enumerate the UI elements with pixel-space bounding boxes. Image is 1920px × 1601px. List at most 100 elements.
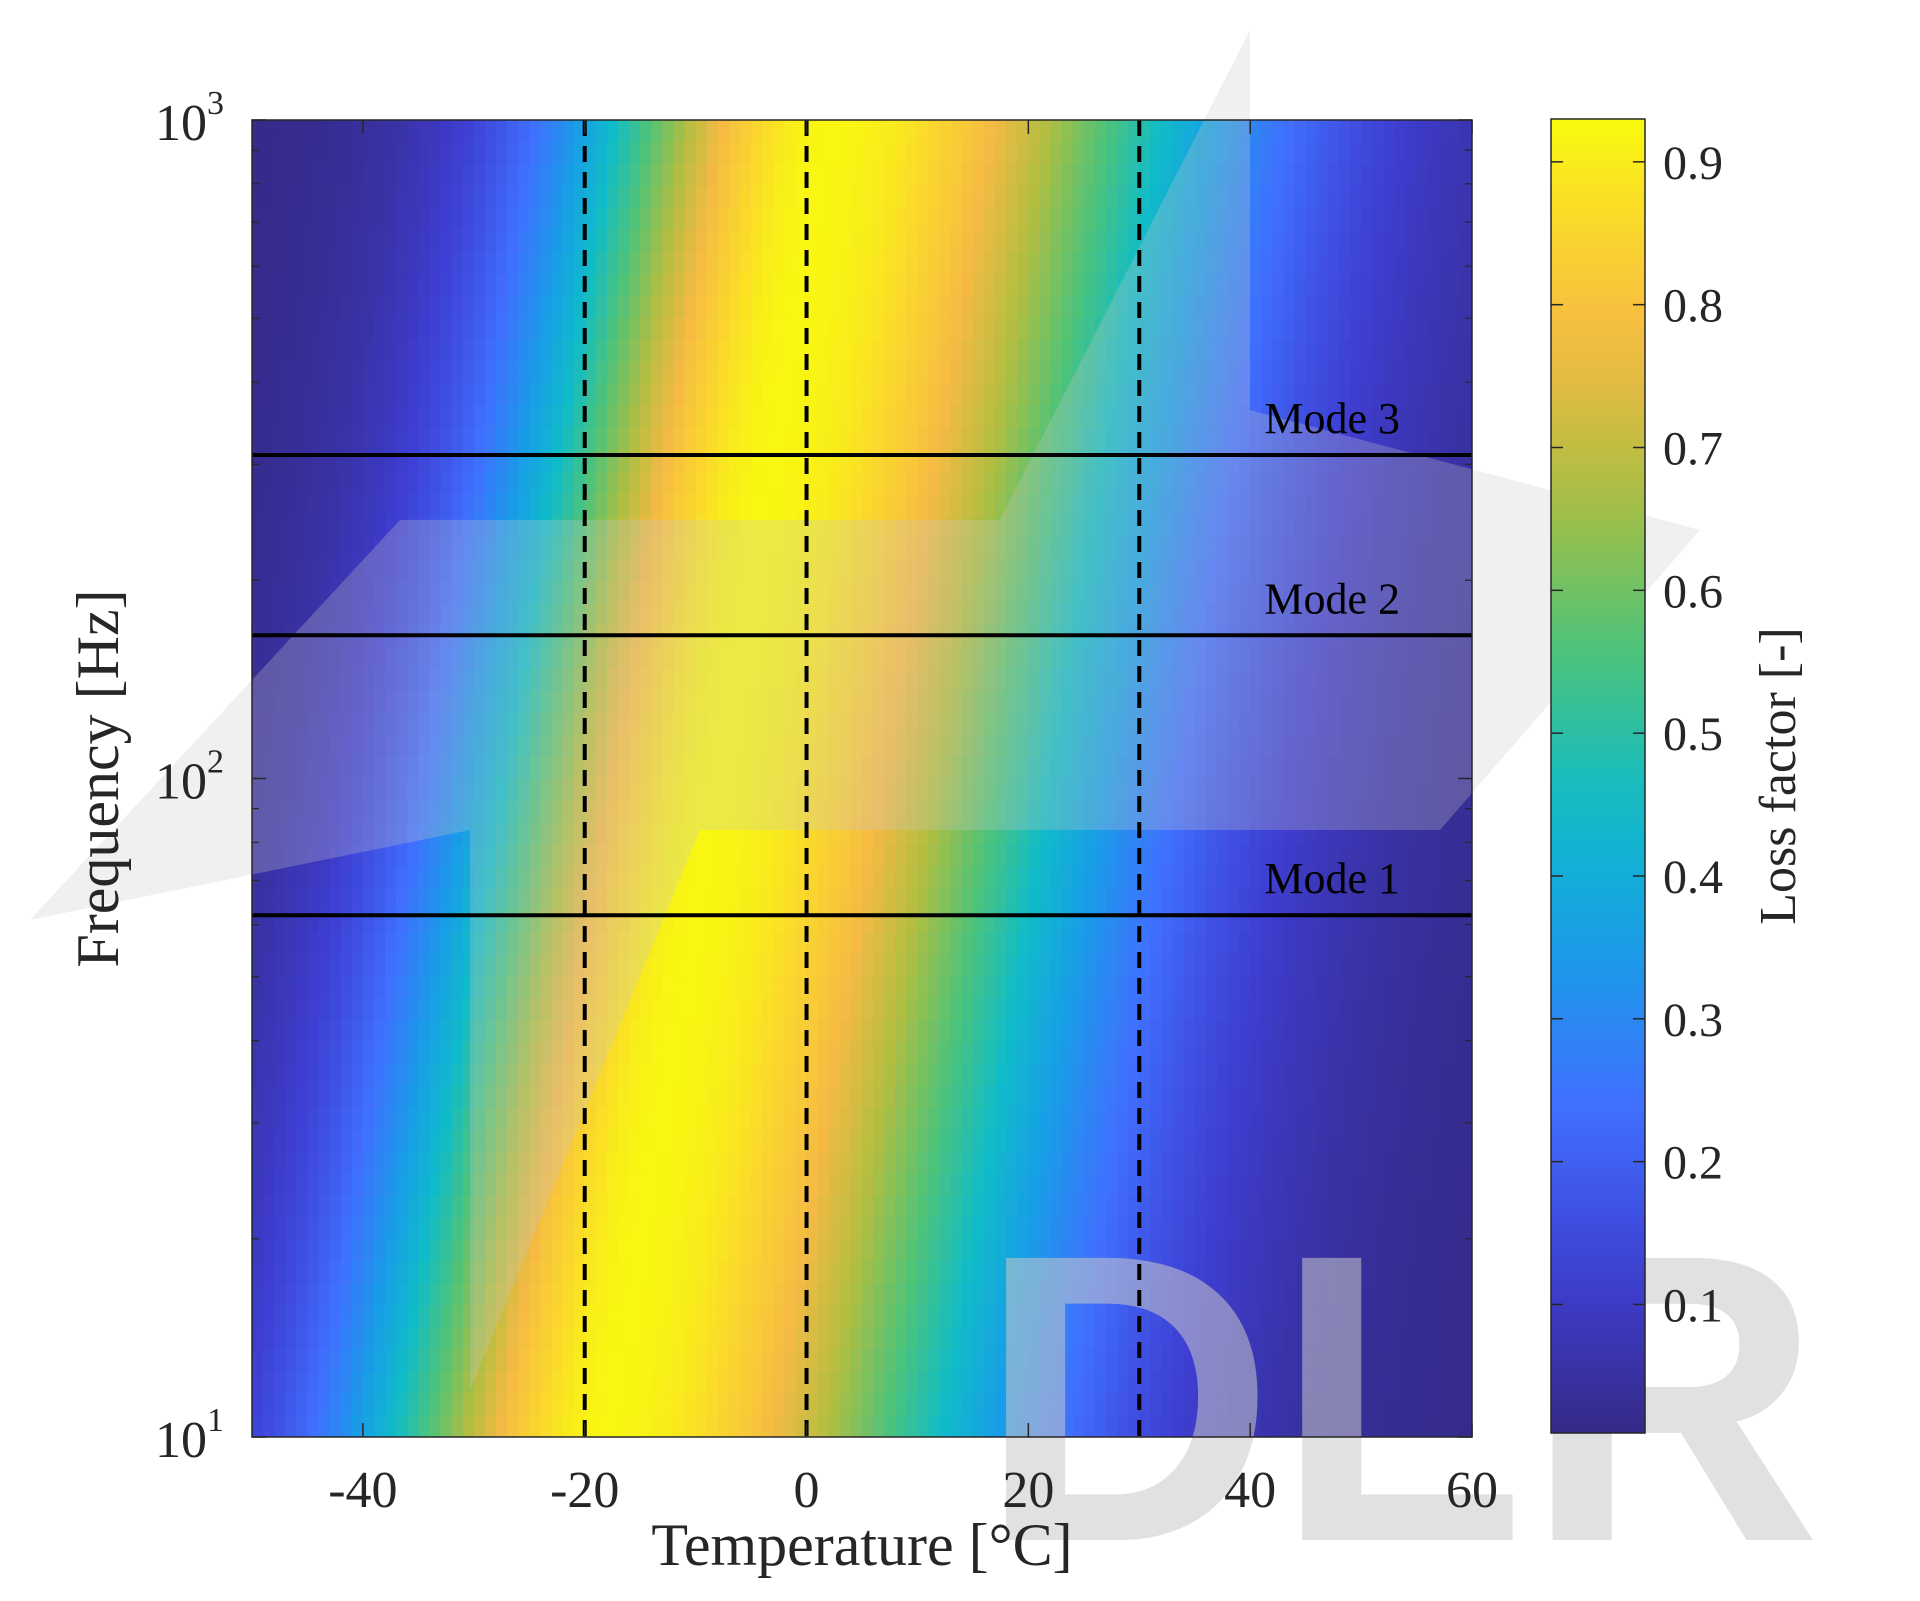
heatmap-cell bbox=[862, 822, 874, 846]
heatmap-cell bbox=[817, 976, 830, 999]
heatmap-cell bbox=[1449, 537, 1462, 560]
heatmap-cell bbox=[1383, 515, 1396, 538]
heatmap-cell bbox=[1449, 932, 1462, 955]
heatmap-cell bbox=[1338, 756, 1351, 780]
heatmap-cell bbox=[1327, 954, 1340, 977]
heatmap-cell bbox=[396, 361, 409, 385]
heatmap-cell bbox=[1438, 866, 1451, 890]
heatmap-cell bbox=[706, 163, 719, 187]
heatmap-cell bbox=[473, 690, 486, 714]
heatmap-cell bbox=[695, 734, 708, 758]
heatmap-cell bbox=[518, 778, 531, 802]
heatmap-cell bbox=[562, 405, 575, 429]
heatmap-cell bbox=[961, 317, 974, 341]
heatmap-cell bbox=[784, 888, 797, 911]
heatmap-cell bbox=[784, 295, 797, 319]
heatmap-cell bbox=[1460, 405, 1472, 429]
heatmap-cell bbox=[385, 1041, 397, 1065]
heatmap-cell bbox=[252, 1041, 264, 1065]
heatmap-cell bbox=[928, 229, 941, 253]
heatmap-cell bbox=[1361, 515, 1373, 538]
heatmap-cell bbox=[673, 712, 686, 736]
heatmap-cell bbox=[1006, 141, 1019, 165]
heatmap-cell bbox=[806, 1063, 819, 1087]
heatmap-cell bbox=[773, 339, 786, 363]
heatmap-cell bbox=[1216, 141, 1229, 165]
heatmap-cell bbox=[296, 580, 309, 604]
heatmap-cell bbox=[451, 537, 464, 560]
heatmap-cell bbox=[1316, 207, 1329, 231]
heatmap-cell bbox=[329, 690, 342, 714]
heatmap-cell bbox=[1117, 712, 1129, 736]
heatmap-cell bbox=[1305, 822, 1318, 846]
heatmap-cell bbox=[828, 339, 841, 363]
heatmap-cell bbox=[551, 251, 564, 275]
heatmap-cell bbox=[1216, 427, 1229, 451]
heatmap-cell bbox=[1216, 1085, 1229, 1109]
heatmap-cell bbox=[662, 427, 675, 451]
heatmap-cell bbox=[1449, 141, 1462, 165]
heatmap-cell bbox=[296, 515, 309, 538]
heatmap-cell bbox=[473, 185, 486, 209]
heatmap-cell bbox=[1272, 427, 1285, 451]
heatmap-cell bbox=[1338, 800, 1351, 824]
heatmap-cell bbox=[873, 339, 885, 363]
heatmap-cell bbox=[1083, 471, 1096, 494]
heatmap-cell bbox=[828, 427, 841, 451]
heatmap-cell bbox=[862, 141, 874, 165]
heatmap-cell bbox=[984, 273, 996, 297]
heatmap-cell bbox=[484, 251, 497, 275]
heatmap-cell bbox=[407, 756, 420, 780]
heatmap-cell bbox=[1050, 756, 1063, 780]
heatmap-cell bbox=[1228, 339, 1240, 363]
heatmap-cell bbox=[1394, 493, 1407, 516]
heatmap-cell bbox=[1072, 690, 1085, 714]
heatmap-cell bbox=[1194, 668, 1207, 692]
heatmap-cell bbox=[1438, 690, 1451, 714]
heatmap-cell bbox=[584, 844, 597, 868]
heatmap-cell bbox=[340, 580, 353, 604]
heatmap-cell bbox=[1072, 822, 1085, 846]
heatmap-cell bbox=[274, 559, 287, 582]
heatmap-cell bbox=[606, 690, 619, 714]
heatmap-cell bbox=[1383, 559, 1396, 582]
heatmap-cell bbox=[740, 976, 752, 999]
heatmap-cell bbox=[984, 493, 996, 516]
heatmap-cell bbox=[1438, 954, 1451, 977]
heatmap-cell bbox=[673, 120, 686, 143]
heatmap-cell bbox=[1228, 295, 1240, 319]
heatmap-cell bbox=[1228, 361, 1240, 385]
heatmap-cell bbox=[751, 976, 763, 999]
heatmap-cell bbox=[1216, 559, 1229, 582]
heatmap-cell bbox=[1194, 163, 1207, 187]
heatmap-cell bbox=[1239, 690, 1251, 714]
heatmap-cell bbox=[1460, 998, 1472, 1021]
heatmap-cell bbox=[1316, 229, 1329, 253]
heatmap-cell bbox=[1338, 295, 1351, 319]
heatmap-cell bbox=[839, 690, 852, 714]
heatmap-cell bbox=[1239, 1063, 1251, 1087]
heatmap-cell bbox=[1394, 405, 1407, 429]
heatmap-cell bbox=[939, 427, 952, 451]
heatmap-cell bbox=[1383, 449, 1396, 472]
heatmap-cell bbox=[1028, 866, 1041, 890]
heatmap-cell bbox=[1460, 471, 1472, 494]
heatmap-cell bbox=[385, 976, 397, 999]
heatmap-cell bbox=[518, 866, 531, 890]
heatmap-cell bbox=[1405, 207, 1418, 231]
heatmap-cell bbox=[385, 888, 397, 911]
heatmap-cell bbox=[1405, 998, 1418, 1021]
heatmap-cell bbox=[762, 361, 775, 385]
heatmap-cell bbox=[307, 778, 320, 802]
heatmap-cell bbox=[1061, 229, 1074, 253]
heatmap-cell bbox=[651, 537, 664, 560]
heatmap-cell bbox=[1205, 405, 1218, 429]
heatmap-cell bbox=[1405, 427, 1418, 451]
heatmap-cell bbox=[595, 778, 608, 802]
heatmap-cell bbox=[950, 427, 963, 451]
heatmap-cell bbox=[1250, 712, 1263, 736]
heatmap-cell bbox=[1283, 822, 1296, 846]
heatmap-cell bbox=[551, 207, 564, 231]
heatmap-cell bbox=[673, 1085, 686, 1109]
heatmap-cell bbox=[340, 668, 353, 692]
